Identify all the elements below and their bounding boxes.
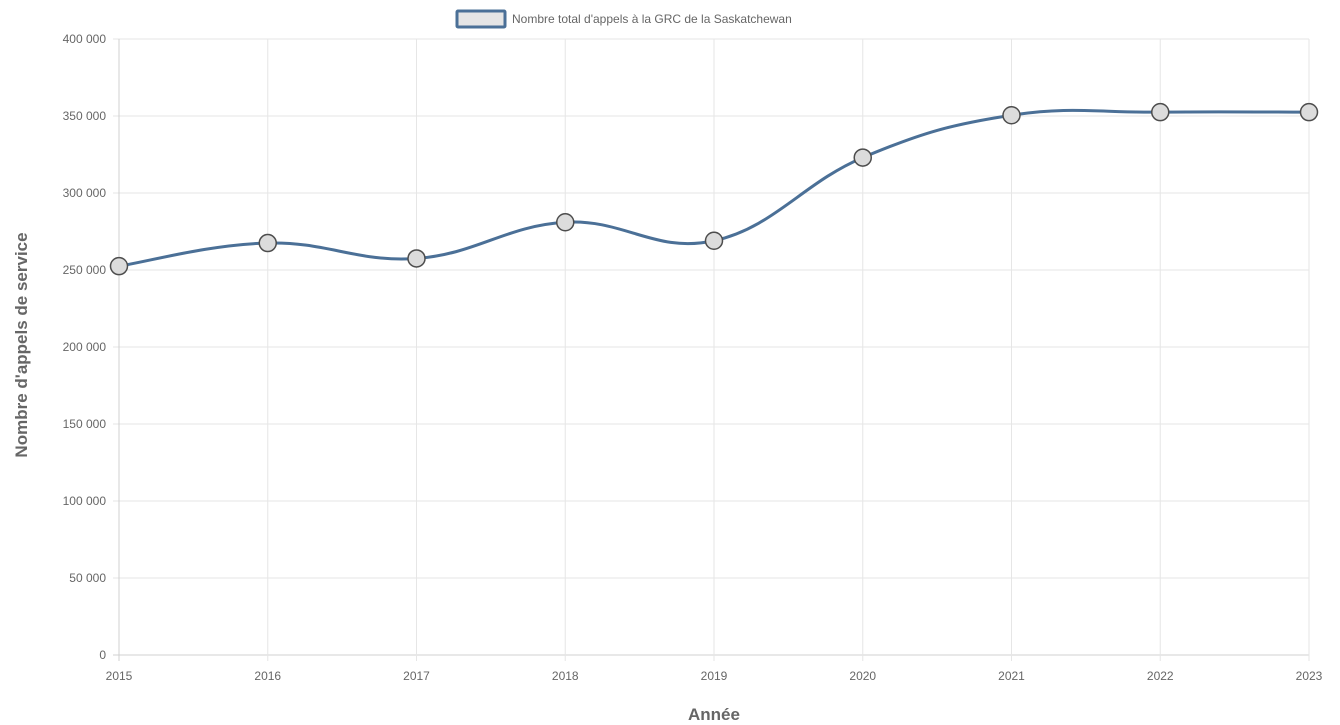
x-tick-label: 2023 — [1296, 669, 1323, 683]
y-tick-label: 50 000 — [69, 571, 106, 585]
y-axis-title: Nombre d'appels de service — [12, 232, 31, 457]
grid — [113, 38, 1310, 661]
x-tick-label: 2022 — [1147, 669, 1174, 683]
x-tick-label: 2016 — [254, 669, 281, 683]
y-tick-label: 200 000 — [63, 340, 107, 354]
x-axis-title: Année — [688, 705, 740, 724]
y-tick-label: 100 000 — [63, 494, 107, 508]
data-point-2015[interactable] — [109, 256, 129, 276]
x-tick-label: 2018 — [552, 669, 579, 683]
data-point-2017[interactable] — [407, 249, 426, 268]
data-point-2016[interactable] — [258, 233, 277, 253]
y-tick-label: 400 000 — [63, 32, 107, 46]
x-tick-label: 2021 — [998, 669, 1025, 683]
x-tick-label: 2020 — [849, 669, 876, 683]
y-tick-label: 0 — [99, 648, 106, 662]
x-tick-label: 2019 — [701, 669, 728, 683]
legend-swatch[interactable] — [455, 9, 507, 29]
data-point-2022[interactable] — [1151, 102, 1170, 122]
x-tick-label: 2015 — [106, 669, 133, 683]
series-layer — [109, 102, 1319, 276]
data-point-2021[interactable] — [1002, 105, 1021, 125]
y-tick-label: 150 000 — [63, 417, 107, 431]
legend-label[interactable]: Nombre total d'appels à la GRC de la Sas… — [512, 12, 792, 26]
y-tick-label: 350 000 — [63, 109, 107, 123]
y-tick-label: 300 000 — [63, 186, 107, 200]
x-tick-label: 2017 — [403, 669, 430, 683]
axes: 0 50 000 100 000 150 000 200 000 250 000 300 0… — [63, 32, 1323, 683]
data-point-2020[interactable] — [853, 148, 872, 167]
y-tick-label: 250 000 — [63, 263, 107, 277]
legend[interactable]: Nombre total d'appels à la GRC de la Sas… — [455, 9, 792, 29]
data-point-2018[interactable] — [556, 213, 575, 232]
data-point-2023[interactable] — [1299, 102, 1319, 122]
data-point-2019[interactable] — [704, 231, 724, 250]
